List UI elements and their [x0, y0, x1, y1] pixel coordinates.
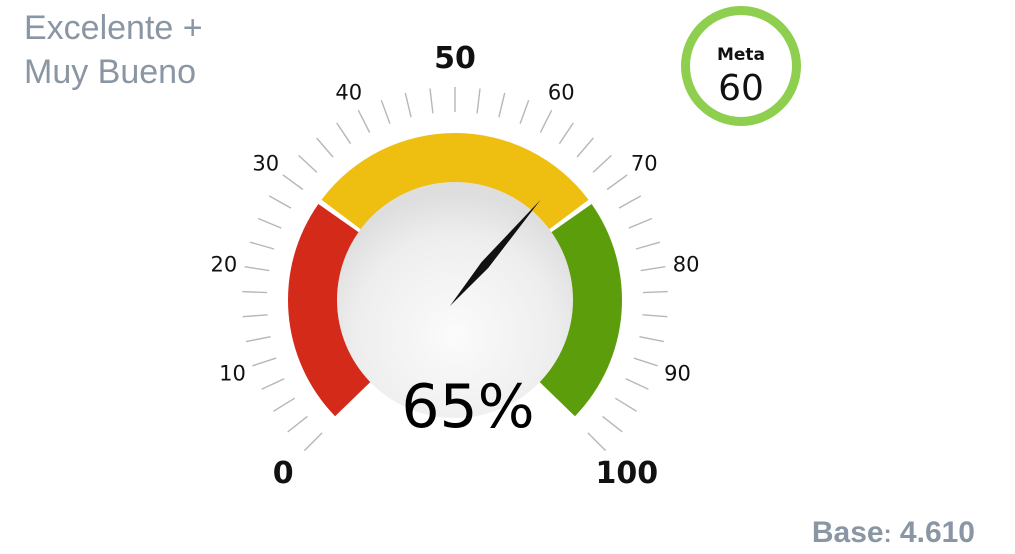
tick-mark	[242, 314, 268, 318]
base-count: Base: 4.610	[812, 516, 975, 550]
target-badge: Meta 60	[681, 6, 801, 126]
base-colon: :	[883, 521, 892, 548]
tick-label: 20	[211, 252, 238, 276]
tick-mark	[558, 122, 574, 145]
tick-mark	[257, 217, 282, 229]
tick-mark	[249, 241, 275, 250]
base-value: 4.610	[899, 516, 975, 549]
tick-label: 80	[673, 252, 700, 276]
tick-mark	[539, 109, 553, 133]
gauge-band	[288, 203, 372, 417]
tick-mark	[587, 432, 607, 452]
tick-mark	[639, 336, 665, 343]
gauge-value-label: 65%	[401, 372, 534, 442]
title-line-2: Muy Bueno	[24, 53, 196, 91]
tick-mark	[282, 174, 304, 191]
target-value: 60	[718, 68, 764, 109]
tick-mark	[303, 432, 323, 452]
tick-mark	[245, 336, 271, 343]
tick-label: 10	[219, 361, 246, 385]
tick-mark	[576, 137, 594, 158]
tick-label: 90	[664, 361, 691, 385]
tick-mark	[606, 174, 628, 191]
tick-label: 60	[548, 81, 575, 105]
gauge-band	[321, 133, 589, 231]
tick-mark	[592, 154, 612, 173]
tick-mark	[614, 397, 637, 412]
tick-mark	[298, 154, 318, 173]
gauge-bands	[288, 133, 622, 417]
tick-mark	[287, 415, 308, 433]
tick-mark	[252, 357, 277, 367]
tick-label: 50	[434, 41, 476, 76]
tick-mark	[242, 290, 268, 294]
tick-mark	[519, 99, 530, 124]
tick-marks	[242, 87, 668, 452]
title-line-1: Excelente +	[24, 9, 203, 47]
tick-mark	[261, 378, 285, 390]
tick-label: 0	[273, 456, 294, 491]
tick-mark	[268, 195, 292, 209]
tick-mark	[618, 195, 642, 209]
gauge-band	[538, 203, 622, 417]
tick-label: 70	[631, 152, 658, 176]
tick-mark	[633, 357, 658, 367]
tick-mark	[498, 92, 506, 118]
gauge-needle	[449, 199, 541, 307]
tick-mark	[635, 241, 661, 250]
tick-mark	[244, 266, 270, 272]
tick-labels: 0 10 20 30 40 50 60 70 80 90 100	[211, 41, 700, 491]
tick-label: 40	[335, 81, 362, 105]
tick-mark	[642, 290, 668, 294]
tick-mark	[273, 397, 296, 412]
tick-label: 100	[595, 456, 658, 491]
tick-mark	[404, 92, 412, 118]
tick-mark	[640, 266, 666, 272]
tick-mark	[357, 109, 371, 133]
target-label: Meta	[716, 45, 766, 65]
tick-label: 30	[252, 152, 279, 176]
tick-mark	[602, 415, 623, 433]
tick-mark	[625, 378, 649, 390]
tick-mark	[316, 137, 334, 158]
tick-mark	[476, 88, 481, 114]
tick-mark	[642, 314, 668, 318]
tick-mark	[336, 122, 352, 145]
tick-mark	[628, 217, 653, 229]
tick-mark	[380, 99, 391, 124]
tick-mark	[429, 88, 434, 114]
base-label: Base	[811, 516, 884, 549]
